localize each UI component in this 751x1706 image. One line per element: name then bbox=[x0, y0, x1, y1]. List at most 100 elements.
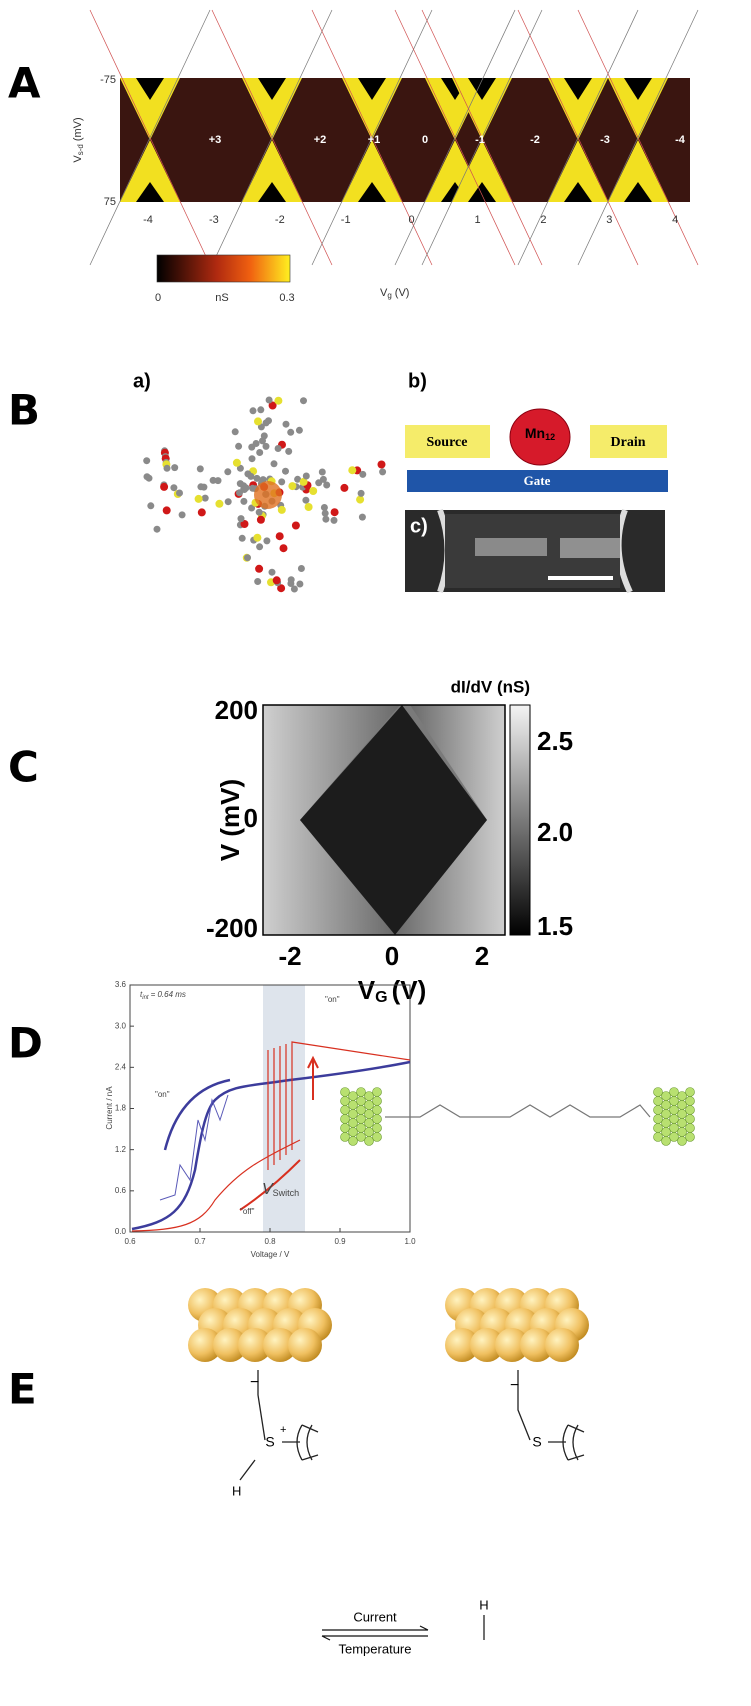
atom bbox=[300, 397, 307, 404]
colorbar-title: dI/dV (nS) bbox=[451, 677, 530, 696]
colorbar-label: 2.5 bbox=[537, 726, 573, 756]
atom bbox=[305, 503, 313, 511]
charge-state: -2 bbox=[530, 134, 540, 146]
mn-label-sub: 12 bbox=[545, 432, 555, 442]
atom bbox=[359, 514, 366, 521]
atom bbox=[296, 427, 303, 434]
electrode-atom bbox=[662, 1110, 671, 1119]
atom bbox=[238, 515, 245, 522]
atom bbox=[160, 483, 168, 491]
atom bbox=[282, 468, 289, 475]
electrode-atom bbox=[349, 1128, 358, 1137]
annotation: tint= 0.64 ms bbox=[140, 990, 186, 1000]
annotation: "on" bbox=[155, 1090, 170, 1099]
x-axis-label-unit: (V) bbox=[395, 287, 410, 299]
electrode-atom bbox=[686, 1133, 695, 1142]
atom: H bbox=[479, 1597, 488, 1612]
atom bbox=[323, 482, 330, 489]
atom bbox=[253, 534, 261, 542]
electrode-atom bbox=[662, 1092, 671, 1101]
arrow bbox=[308, 1058, 318, 1100]
electrode-atom bbox=[365, 1101, 374, 1110]
sub-label: b) bbox=[408, 370, 427, 392]
x-tick-label: 0.8 bbox=[264, 1237, 276, 1246]
charge-state: +1 bbox=[368, 134, 381, 146]
electrode-atom bbox=[654, 1124, 663, 1133]
bond bbox=[518, 1370, 584, 1460]
panel-label: B bbox=[8, 386, 40, 435]
x-tick-label: -2 bbox=[278, 941, 301, 971]
colorbar bbox=[510, 705, 530, 935]
atom bbox=[278, 478, 285, 485]
atom bbox=[237, 480, 244, 487]
atom bbox=[269, 569, 276, 576]
atom bbox=[322, 510, 329, 517]
x-axis-label: Vg(V) bbox=[380, 287, 409, 300]
atom bbox=[278, 506, 286, 514]
atom bbox=[147, 502, 154, 509]
electrode-atom bbox=[654, 1106, 663, 1115]
atom bbox=[146, 475, 153, 482]
y-axis-label: V (mV) bbox=[215, 779, 245, 861]
atom bbox=[288, 482, 296, 490]
electrode-atom bbox=[686, 1106, 695, 1115]
annotation: "on" bbox=[325, 995, 340, 1004]
y-tick-label: 200 bbox=[215, 695, 258, 725]
charge-state: -1 bbox=[475, 134, 485, 146]
electrode-atom bbox=[670, 1106, 679, 1115]
atom bbox=[179, 511, 186, 518]
electrode-atom bbox=[341, 1106, 350, 1115]
wire bbox=[475, 538, 547, 556]
atom bbox=[253, 475, 260, 482]
electrode-atom bbox=[373, 1133, 382, 1142]
atom bbox=[257, 406, 264, 413]
atom bbox=[200, 484, 207, 491]
panel-label: E bbox=[8, 1365, 37, 1414]
atom bbox=[340, 484, 348, 492]
charge: − bbox=[250, 1374, 259, 1391]
electrode-atom bbox=[670, 1124, 679, 1133]
x-tick-label: 1 bbox=[474, 214, 480, 226]
atom bbox=[197, 465, 204, 472]
colorbar-label: nS bbox=[215, 292, 228, 304]
atom bbox=[244, 554, 251, 561]
y-tick-label: -75 bbox=[100, 74, 116, 86]
atom bbox=[164, 465, 171, 472]
sweep-noise bbox=[160, 1095, 228, 1200]
electrode-atom bbox=[357, 1097, 366, 1106]
x-axis-label: Voltage / V bbox=[251, 1250, 290, 1259]
atom bbox=[256, 543, 263, 550]
panel-label: C bbox=[8, 743, 39, 792]
atom bbox=[275, 445, 282, 452]
atom: H bbox=[232, 1483, 241, 1498]
atom bbox=[241, 486, 248, 493]
atom bbox=[265, 417, 272, 424]
x-axis-label: VG(V) bbox=[358, 975, 426, 1006]
x-tick-label: -1 bbox=[341, 214, 351, 226]
annotation-sub: Switch bbox=[273, 1188, 300, 1198]
atom bbox=[319, 469, 326, 476]
atom bbox=[225, 498, 232, 505]
panel-label: A bbox=[8, 59, 41, 108]
y-axis-label-sub: s-d bbox=[76, 144, 85, 155]
electrode-atom bbox=[341, 1124, 350, 1133]
electrode-atom bbox=[654, 1088, 663, 1097]
electrode-atom bbox=[349, 1110, 358, 1119]
atom bbox=[163, 506, 171, 514]
atom: S bbox=[532, 1434, 541, 1450]
electrode-atom bbox=[357, 1106, 366, 1115]
annotation: "off" bbox=[240, 1207, 255, 1216]
scale-bar bbox=[548, 576, 613, 580]
colorbar-label: 1.5 bbox=[537, 911, 573, 941]
electrode-atom bbox=[678, 1128, 687, 1137]
electrode-atom bbox=[349, 1101, 358, 1110]
y-axis-label: Vs-d(mV) bbox=[72, 117, 85, 162]
panel-d: D 0.00.61.21.82.43.03.60.60.70.80.91.0 t… bbox=[8, 980, 695, 1259]
electrode-atom bbox=[349, 1119, 358, 1128]
x-tick-label: 0.9 bbox=[334, 1237, 346, 1246]
x-axis-label: V bbox=[358, 975, 376, 1005]
x-tick-label: 2 bbox=[540, 214, 546, 226]
sub-label: a) bbox=[133, 370, 151, 392]
x-tick-label: -3 bbox=[209, 214, 219, 226]
electrode-atom bbox=[670, 1133, 679, 1142]
